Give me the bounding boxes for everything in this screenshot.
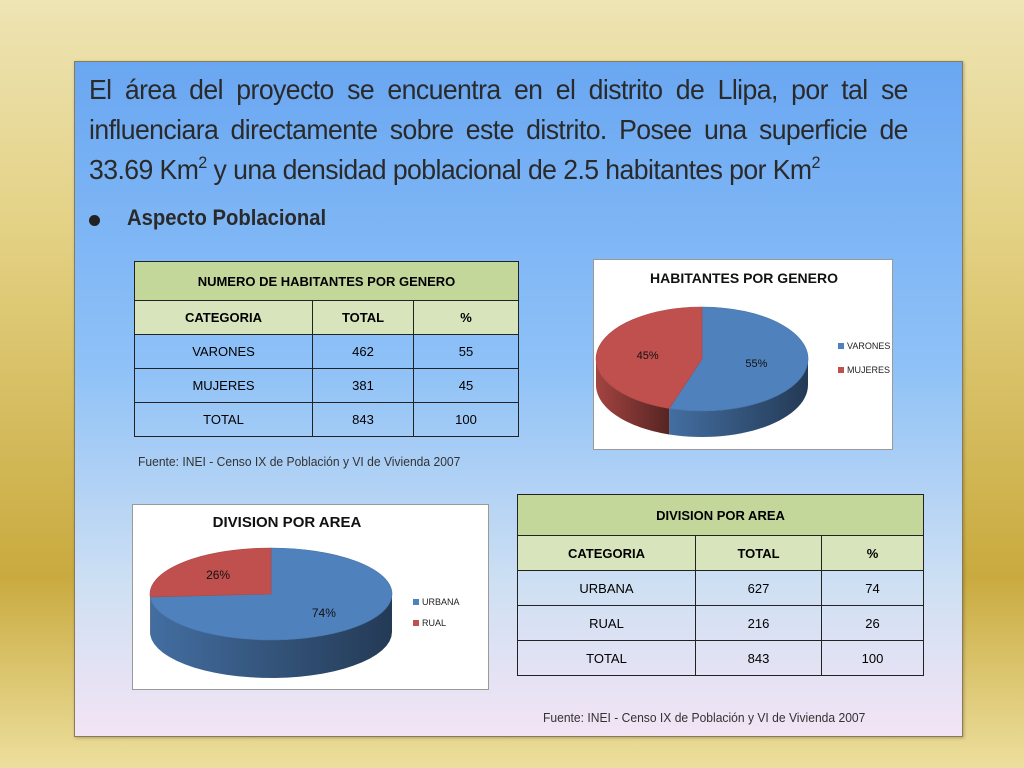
legend-swatch [838, 343, 844, 349]
intro-paragraph: El área del proyecto se encuentra en el … [89, 70, 908, 190]
table-cell: 843 [695, 640, 822, 676]
legend-item-mujeres: MUJERES [847, 365, 890, 375]
table-row: URBANA 627 74 [517, 570, 924, 606]
table-title: NUMERO DE HABITANTES POR GENERO [134, 261, 519, 301]
table-row: RUAL 216 26 [517, 605, 924, 641]
legend-item-urbana: URBANA [422, 597, 460, 607]
table-cell: 843 [312, 402, 414, 437]
table-cell: 55 [413, 334, 519, 369]
pie-chart-genero: HABITANTES POR GENERO 55% 45% VARONES MUJERE… [593, 259, 893, 450]
pie-slice-rual [149, 547, 272, 598]
table-cell: RUAL [517, 605, 696, 641]
data-label: 26% [206, 568, 230, 582]
bullet-icon [89, 215, 100, 226]
section-title: Aspecto Poblacional [127, 205, 327, 230]
table-row: TOTAL 843 100 [134, 402, 519, 437]
pie-chart-genero-svg: HABITANTES POR GENERO 55% 45% VARONES MUJERE… [595, 270, 890, 437]
table-cell: TOTAL [517, 640, 696, 676]
table-habitantes-genero: NUMERO DE HABITANTES POR GENERO CATEGORI… [134, 261, 519, 437]
table-cell: MUJERES [134, 368, 313, 403]
column-header: CATEGORIA [134, 300, 313, 335]
table-cell: 216 [695, 605, 822, 641]
table-cell: URBANA [517, 570, 696, 606]
table-cell: 100 [821, 640, 924, 676]
pie-slice-side-mujeres [596, 359, 670, 435]
legend-swatch [838, 367, 844, 373]
table-row: TOTAL 843 100 [517, 640, 924, 676]
table-title: DIVISION POR AREA [517, 494, 924, 536]
table-cell: VARONES [134, 334, 313, 369]
legend-item-varones: VARONES [847, 341, 890, 351]
table-division-area: DIVISION POR AREA CATEGORIA TOTAL % URBA… [517, 494, 924, 676]
table-cell: 627 [695, 570, 822, 606]
table-cell: 100 [413, 402, 519, 437]
intro-sup-1: 2 [198, 153, 207, 172]
column-header: CATEGORIA [517, 535, 696, 571]
table-cell: TOTAL [134, 402, 313, 437]
intro-text-2: y una densidad poblacional de 2.5 habita… [206, 154, 813, 185]
pie-slice-side-urbana [150, 594, 392, 678]
table-row: VARONES 462 55 [134, 334, 519, 369]
pie-chart-area: DIVISION POR AREA 74% 26% URBANA RUAL [132, 504, 489, 690]
table-cell: 74 [821, 570, 924, 606]
column-header: % [821, 535, 924, 571]
data-label: 55% [745, 358, 767, 370]
data-label: 74% [312, 606, 336, 620]
column-header: TOTAL [312, 300, 414, 335]
table-cell: 462 [312, 334, 414, 369]
source-note: Fuente: INEI - Censo IX de Población y V… [138, 454, 461, 469]
chart-title: HABITANTES POR GENERO [650, 270, 838, 286]
source-note: Fuente: INEI - Censo IX de Población y V… [543, 710, 866, 725]
chart-title: DIVISION POR AREA [213, 514, 362, 531]
intro-sup-2: 2 [811, 153, 821, 172]
slide: El área del proyecto se encuentra en el … [74, 61, 963, 737]
legend-swatch [413, 620, 419, 626]
pie-chart-area-svg: DIVISION POR AREA 74% 26% URBANA RUAL [149, 514, 460, 678]
pie-slice-mujeres [595, 306, 703, 409]
intro-text-1: El área del proyecto se encuentra en el … [89, 74, 908, 185]
legend-item-rual: RUAL [422, 618, 446, 628]
column-header: TOTAL [695, 535, 822, 571]
table-cell: 45 [413, 368, 519, 403]
column-header: % [413, 300, 519, 335]
pie-slice-side-varones [669, 359, 808, 437]
table-cell: 26 [821, 605, 924, 641]
data-label: 45% [637, 350, 659, 362]
pie-slice-varones [668, 306, 809, 412]
legend-swatch [413, 599, 419, 605]
table-cell: 381 [312, 368, 414, 403]
table-row: MUJERES 381 45 [134, 368, 519, 403]
